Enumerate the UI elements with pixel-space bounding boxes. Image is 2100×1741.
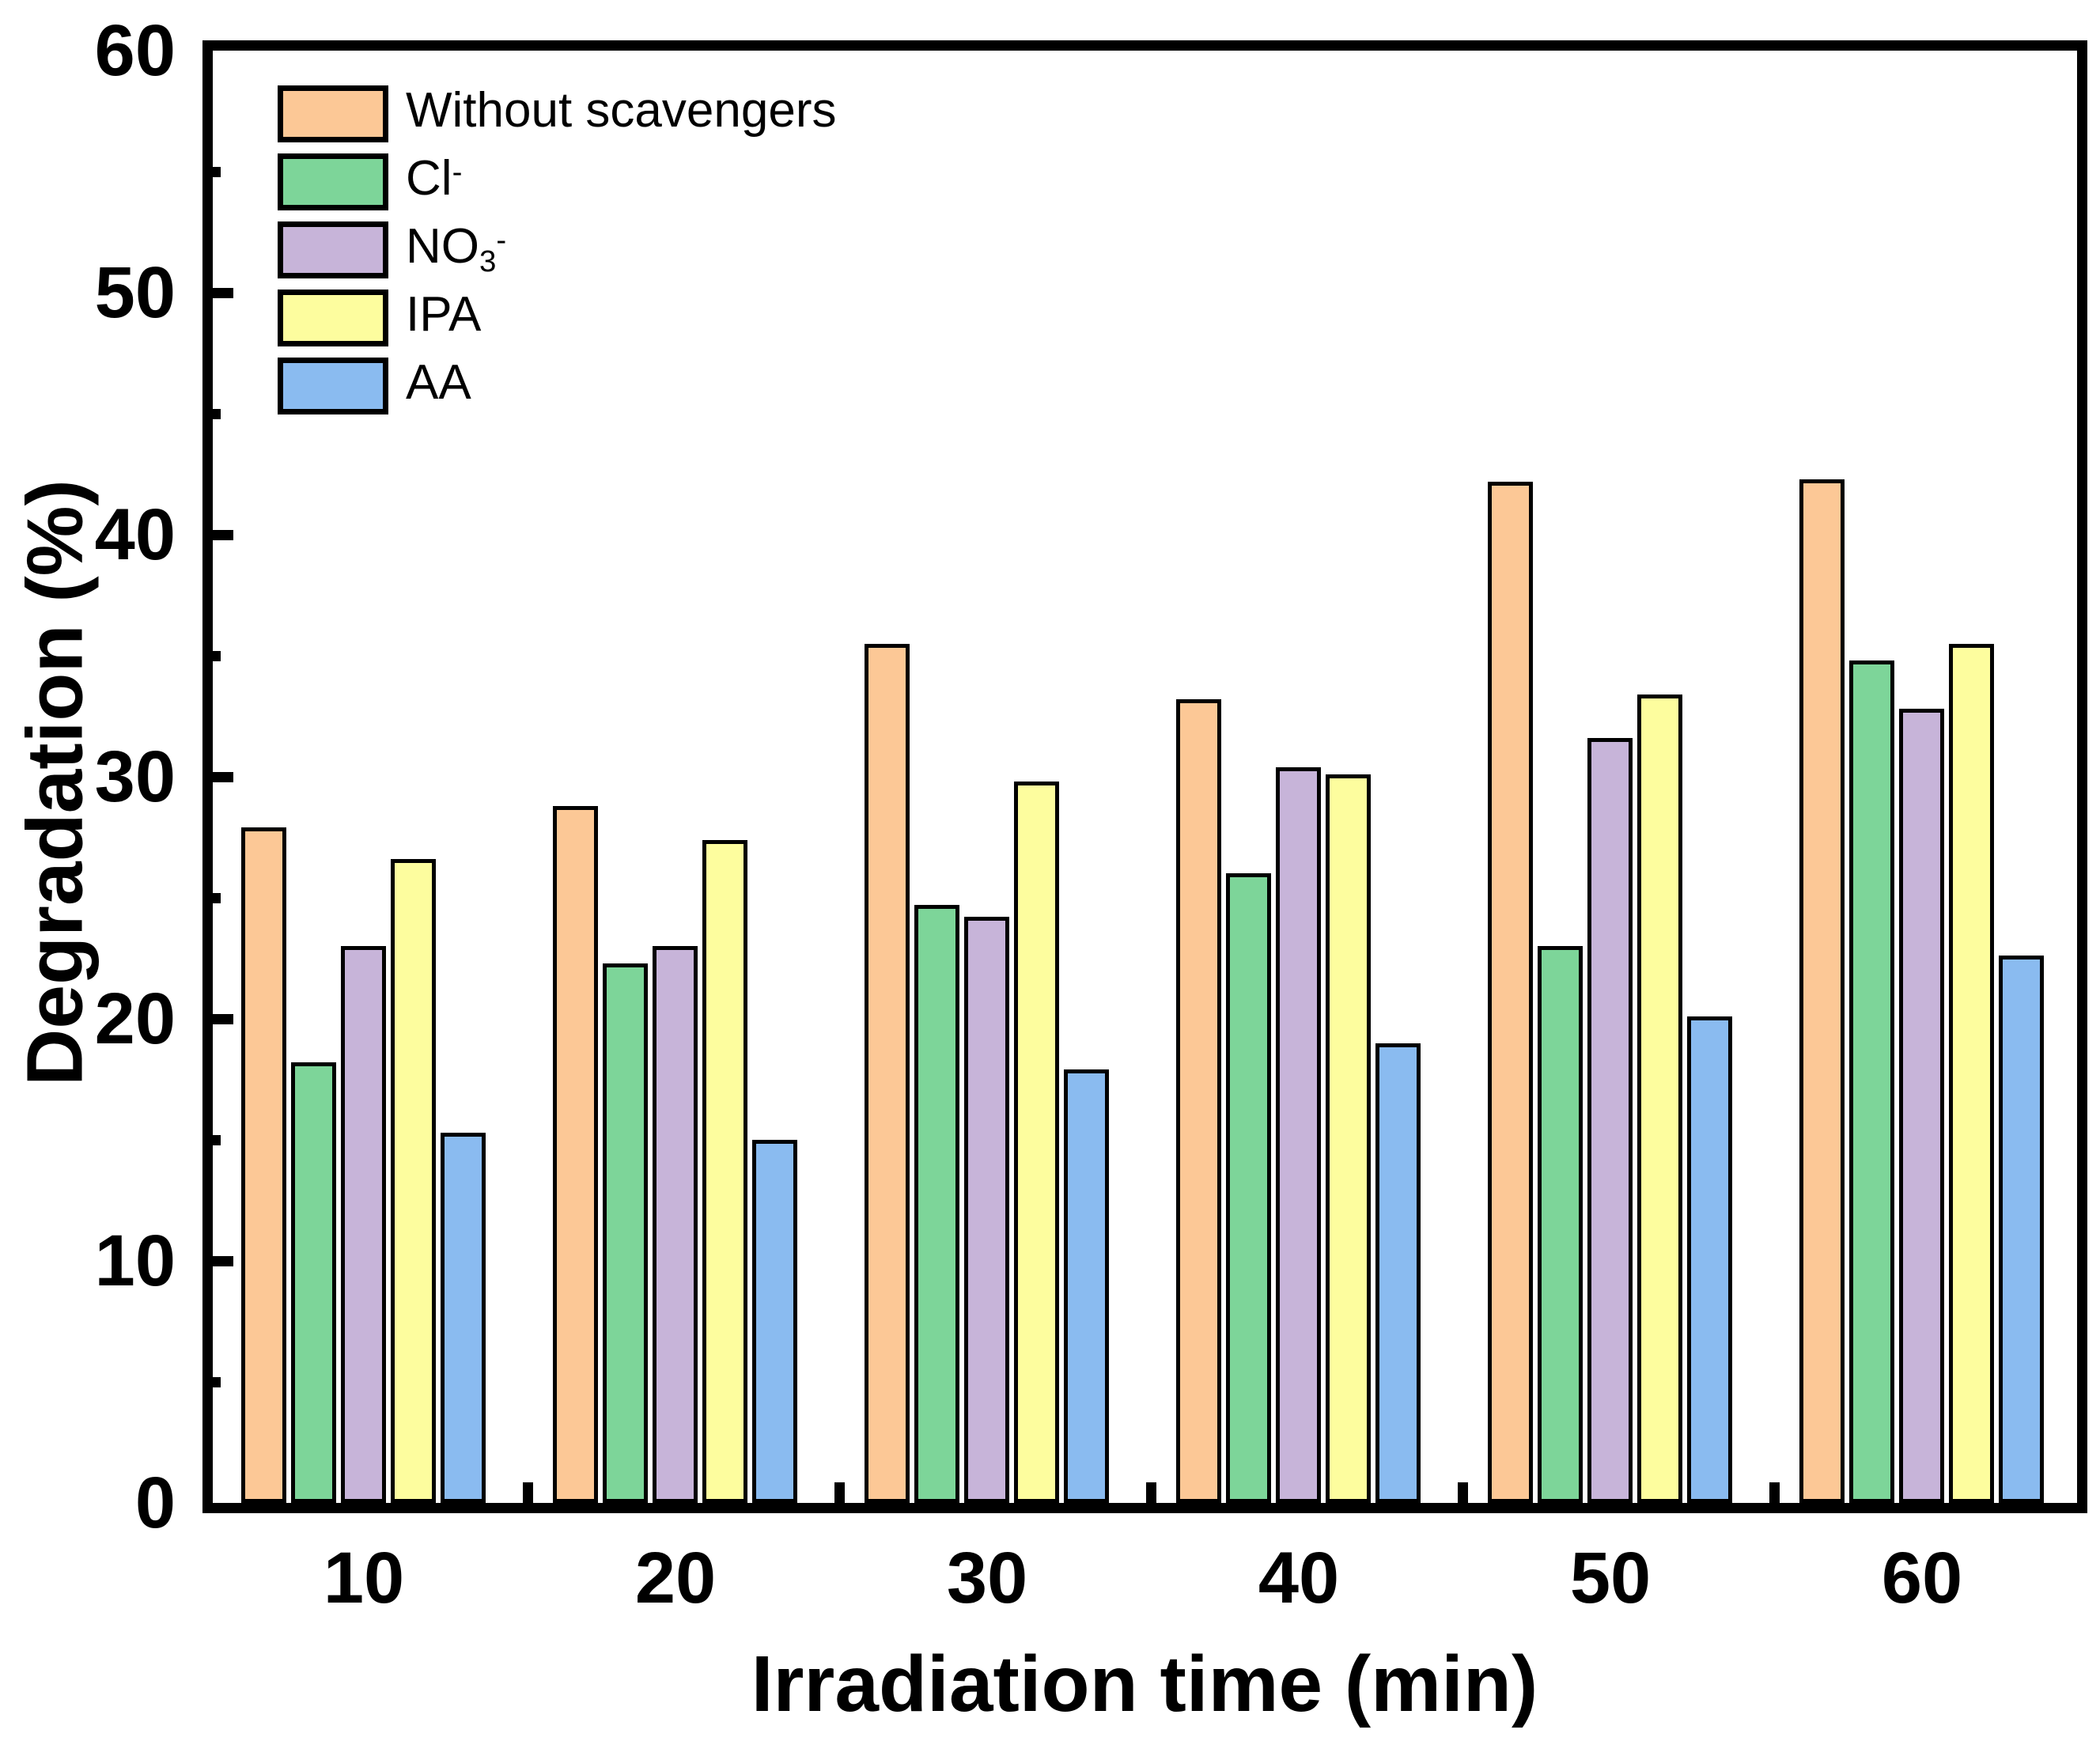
- bar-without-scavengers-40: [1176, 699, 1221, 1503]
- x-axis-tick-0: [523, 1482, 533, 1503]
- legend-label-cl: Cl-: [406, 151, 463, 206]
- x-axis-tick-2: [1146, 1482, 1156, 1503]
- y-axis-tick-25: [213, 893, 221, 903]
- bars-layer: [213, 51, 2077, 1503]
- bar-no--40: [1276, 767, 1321, 1503]
- bar-without-scavengers-60: [1799, 479, 1845, 1503]
- bar-no--30: [964, 917, 1009, 1503]
- legend-swatch-without-scavengers: [278, 85, 388, 142]
- y-tick-label-40: 40: [94, 494, 176, 575]
- bar-no--50: [1587, 738, 1633, 1503]
- legend-item-aa: AA: [278, 355, 836, 414]
- bar-aa-50: [1687, 1016, 1732, 1503]
- legend-swatch-ipa: [278, 290, 388, 346]
- legend-item-no3: NO3-: [278, 219, 836, 278]
- bar-ipa-20: [702, 840, 747, 1503]
- bar-aa-10: [441, 1133, 486, 1503]
- bar-ipa-40: [1326, 774, 1371, 1503]
- bar-no--60: [1899, 709, 1944, 1503]
- legend-label-without-scavengers: Without scavengers: [406, 83, 837, 138]
- bar-ipa-30: [1014, 782, 1059, 1503]
- legend-item-cl: Cl-: [278, 151, 836, 210]
- bar-cl--50: [1538, 946, 1583, 1503]
- bar-cl--60: [1849, 660, 1894, 1503]
- y-axis-tick-5: [213, 1377, 221, 1387]
- y-axis-tick-45: [213, 409, 221, 419]
- x-tick-label-30: 30: [946, 1538, 1028, 1618]
- legend: Without scavengers Cl- NO3- IPA AA: [278, 83, 836, 426]
- bar-aa-30: [1064, 1069, 1109, 1503]
- y-tick-label-10: 10: [94, 1221, 176, 1301]
- legend-label-no3: NO3-: [406, 219, 507, 278]
- legend-item-ipa: IPA: [278, 287, 836, 346]
- bar-no--10: [341, 946, 386, 1503]
- bar-cl--20: [603, 963, 648, 1503]
- x-tick-label-20: 20: [634, 1538, 717, 1618]
- x-axis-tick-3: [1458, 1482, 1468, 1503]
- x-axis-title: Irradiation time (min): [751, 1640, 1538, 1728]
- y-axis-tick-35: [213, 651, 221, 661]
- bar-ipa-50: [1637, 695, 1682, 1503]
- y-axis-tick-15: [213, 1135, 221, 1145]
- legend-swatch-cl: [278, 153, 388, 210]
- x-tick-label-50: 50: [1569, 1538, 1652, 1618]
- bar-aa-60: [1999, 956, 2044, 1503]
- x-axis-tick-1: [834, 1482, 845, 1503]
- legend-swatch-no3: [278, 221, 388, 278]
- y-tick-label-0: 0: [134, 1463, 176, 1543]
- bar-ipa-10: [391, 859, 436, 1503]
- bar-cl--30: [914, 905, 959, 1503]
- ticks-layer: [213, 51, 2077, 1503]
- y-axis-tick-40: [213, 530, 233, 540]
- x-tick-label-40: 40: [1258, 1538, 1340, 1618]
- bar-aa-40: [1375, 1043, 1421, 1503]
- y-tick-label-60: 60: [94, 10, 176, 91]
- bar-without-scavengers-20: [553, 806, 598, 1503]
- bar-without-scavengers-10: [241, 827, 286, 1503]
- legend-item-without-scavengers: Without scavengers: [278, 83, 836, 142]
- x-tick-label-10: 10: [323, 1538, 405, 1618]
- y-axis-tick-20: [213, 1014, 233, 1024]
- y-axis-tick-50: [213, 288, 233, 298]
- legend-label-ipa: IPA: [406, 287, 482, 342]
- bar-ipa-60: [1949, 644, 1994, 1503]
- bar-cl--40: [1226, 873, 1271, 1503]
- bar-without-scavengers-30: [865, 644, 910, 1503]
- x-axis-tick-4: [1769, 1482, 1780, 1503]
- legend-label-aa: AA: [406, 355, 471, 410]
- plot-area: Without scavengers Cl- NO3- IPA AA: [202, 40, 2087, 1513]
- x-tick-label-60: 60: [1881, 1538, 1963, 1618]
- y-tick-label-30: 30: [94, 736, 176, 817]
- bar-cl--10: [291, 1062, 336, 1503]
- y-tick-label-20: 20: [94, 978, 176, 1059]
- bar-aa-20: [752, 1140, 797, 1503]
- bar-without-scavengers-50: [1488, 482, 1533, 1503]
- legend-swatch-aa: [278, 358, 388, 414]
- bar-no--20: [653, 946, 698, 1503]
- y-axis-tick-30: [213, 772, 233, 782]
- y-axis-tick-10: [213, 1256, 233, 1266]
- y-tick-label-50: 50: [94, 252, 176, 333]
- y-axis-tick-55: [213, 167, 221, 177]
